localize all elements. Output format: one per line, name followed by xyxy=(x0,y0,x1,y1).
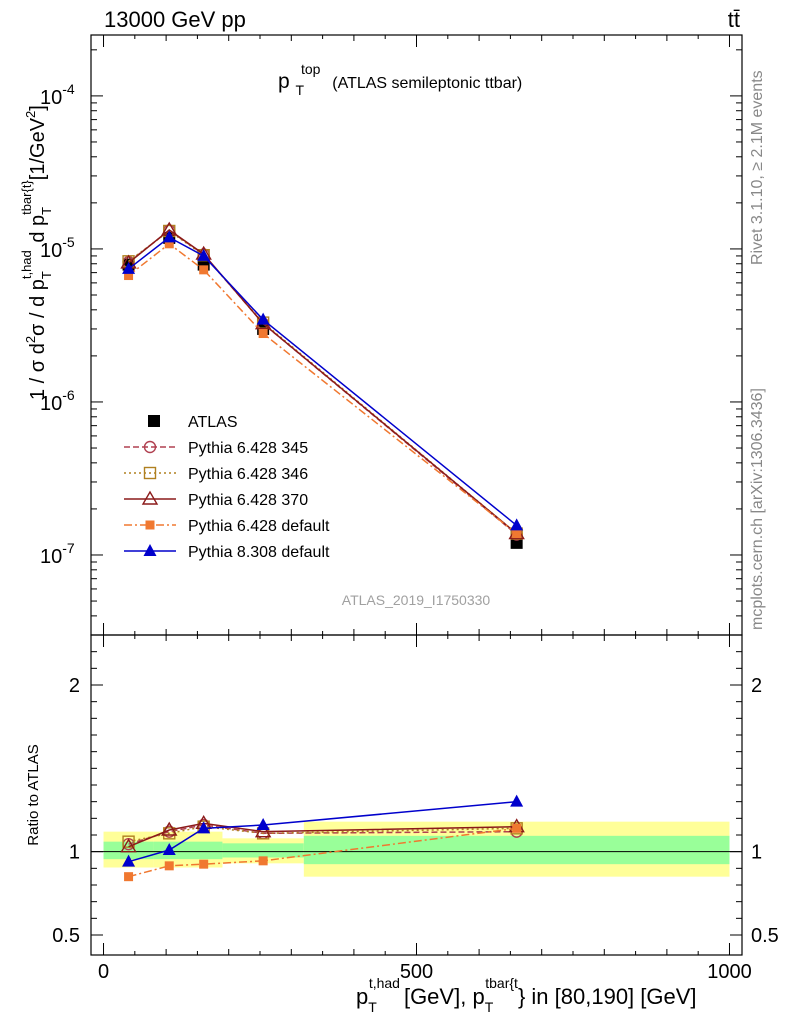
ratio-plot-frame xyxy=(90,634,743,956)
legend-marker xyxy=(141,490,159,505)
main-y-tick-label: 10-6 xyxy=(40,387,75,415)
main-ticks: 10-7 10-6 10-5 10-4 xyxy=(40,35,742,636)
data-point xyxy=(164,861,174,871)
ratio-y-tick-label: 2 xyxy=(69,675,80,697)
legend-entry: Pythia 6.428 345 xyxy=(124,440,308,457)
ratio-band-green xyxy=(303,835,730,865)
rivet-version-label: Rivet 3.1.10, ≥ 2.1M events xyxy=(749,70,766,265)
data-point xyxy=(510,518,524,531)
data-point xyxy=(199,265,209,275)
ratio-y-tick-label: 0.5 xyxy=(52,925,80,947)
legend-marker xyxy=(143,544,157,556)
ratio-band-green xyxy=(103,841,154,860)
main-series xyxy=(120,221,525,549)
x-tick-label: 0 xyxy=(98,961,109,983)
data-point xyxy=(122,835,135,848)
main-series-atlas xyxy=(122,231,523,549)
series-line xyxy=(128,229,518,535)
series-line xyxy=(128,230,518,535)
ratio-series xyxy=(120,794,525,882)
data-point xyxy=(258,329,268,339)
data-point xyxy=(199,859,209,869)
legend-marker xyxy=(143,466,157,480)
plot-title: p T top (ATLAS semileptonic ttbar) xyxy=(278,56,522,100)
main-series-pythia-6-428-default xyxy=(124,239,522,539)
ratio-y-tick-label-right: 0.5 xyxy=(751,925,779,947)
legend-entry: Pythia 6.428 346 xyxy=(124,466,308,483)
ratio-y-axis-label: Ratio to ATLAS xyxy=(25,744,42,845)
x-tick-label: 1000 xyxy=(707,961,752,983)
legend-marker xyxy=(143,440,157,454)
data-point xyxy=(162,230,176,243)
data-point xyxy=(256,818,270,830)
x-tick-label: 500 xyxy=(400,961,433,983)
legend-label: Pythia 6.428 345 xyxy=(188,440,308,457)
legend-label: Pythia 8.308 default xyxy=(188,544,330,561)
data-point xyxy=(254,823,272,838)
data-point xyxy=(124,872,134,882)
data-point xyxy=(510,536,523,549)
plot-title-rest: (ATLAS semileptonic ttbar) xyxy=(332,75,522,92)
ratio-uncertainty-bands xyxy=(103,821,730,877)
legend-entry: Pythia 6.428 default xyxy=(124,518,330,535)
data-point xyxy=(120,838,137,853)
ratio-series-pythia-8-308-default xyxy=(122,794,524,867)
series-line xyxy=(128,242,518,535)
data-point xyxy=(510,794,524,807)
legend: ATLAS Pythia 6.428 345 Pythia 6.428 346 Pyt… xyxy=(124,414,330,561)
main-series-pythia-6-428-345 xyxy=(122,224,523,541)
plot-title-sup: top xyxy=(301,61,321,77)
main-series-pythia-8-308-default xyxy=(122,230,524,531)
data-point xyxy=(164,239,174,249)
data-point xyxy=(256,312,270,325)
data-point xyxy=(512,529,522,539)
legend-label: ATLAS xyxy=(188,414,238,431)
ratio-series-pythia-6-428-default xyxy=(124,823,522,882)
ratio-y-tick-label-right: 1 xyxy=(751,842,762,864)
data-point xyxy=(124,271,134,281)
data-point xyxy=(122,854,136,867)
legend-label: Pythia 6.428 346 xyxy=(188,466,308,483)
analysis-watermark: ATLAS_2019_I1750330 xyxy=(342,592,491,608)
main-series-pythia-6-428-346 xyxy=(122,224,523,540)
data-point xyxy=(161,821,178,836)
data-point xyxy=(258,856,268,866)
main-y-tick-label: 10-7 xyxy=(40,540,75,568)
legend-marker xyxy=(148,415,160,427)
data-point xyxy=(197,248,211,261)
main-y-tick-label: 10-4 xyxy=(40,81,75,109)
mcplots-label: mcplots.cern.ch [arXiv:1306.3436] xyxy=(749,388,766,630)
legend-entry: Pythia 8.308 default xyxy=(124,544,330,561)
ratio-ticks: 0 500 1000 0.5 0.5 1 1 2 2 xyxy=(52,635,779,983)
process-label: tt̄ xyxy=(728,7,740,32)
x-axis-label: pTt,had[GeV], pTtbar{t} in [80,190] [GeV… xyxy=(356,975,697,1015)
ratio-band-green xyxy=(222,843,304,858)
data-point xyxy=(162,843,176,855)
legend-marker xyxy=(145,520,155,530)
ratio-y-tick-label-right: 2 xyxy=(751,675,762,697)
main-y-tick-label: 10-5 xyxy=(40,234,75,262)
series-line xyxy=(128,229,518,536)
legend-label: Pythia 6.428 default xyxy=(188,518,330,535)
main-panel: 10-7 10-6 10-5 10-4 ATLAS Pythia 6.428 345 Py… xyxy=(19,34,743,636)
legend-entry: Pythia 6.428 370 xyxy=(124,490,308,509)
ratio-panel: 0 500 1000 0.5 0.5 1 1 2 2 Ratio to ATLAS pTt,ha… xyxy=(25,634,779,1015)
plot-title-sub: T xyxy=(296,82,305,98)
plot-title-main: p xyxy=(278,70,290,93)
energy-label: 13000 GeV pp xyxy=(104,7,246,32)
ratio-y-tick-label: 1 xyxy=(69,842,80,864)
data-point xyxy=(197,821,211,834)
data-point xyxy=(122,261,136,274)
data-point xyxy=(512,823,522,833)
legend-entry: ATLAS xyxy=(148,414,238,431)
ratio-band-green xyxy=(153,841,223,860)
legend-label: Pythia 6.428 370 xyxy=(188,492,308,509)
